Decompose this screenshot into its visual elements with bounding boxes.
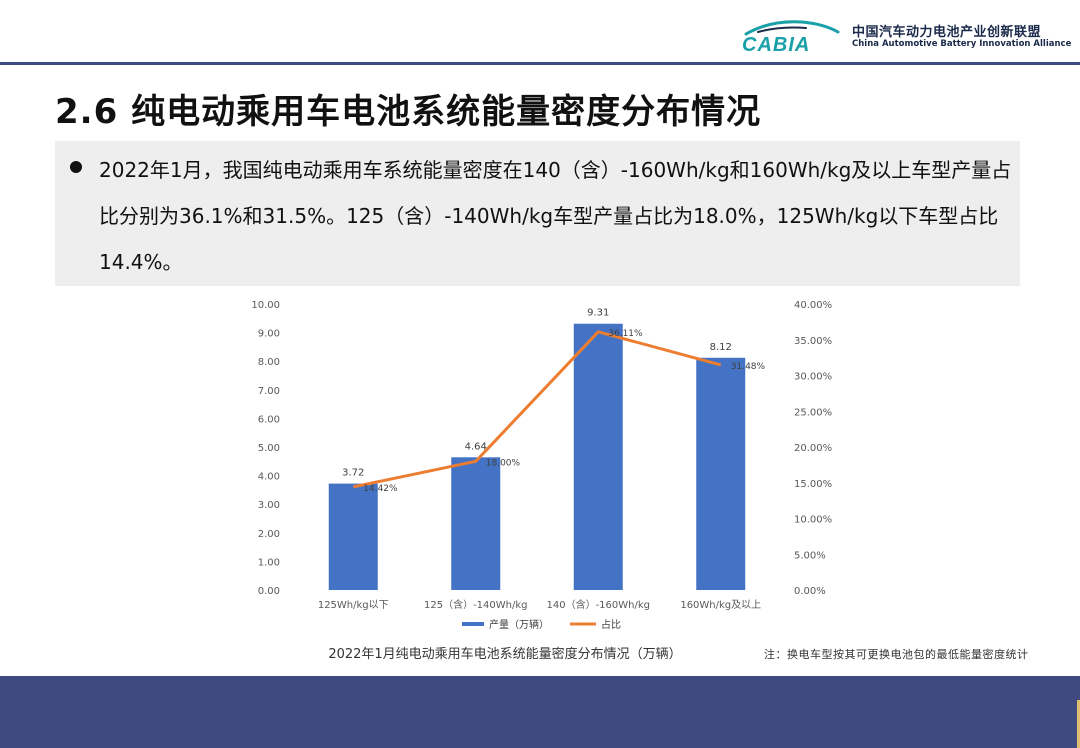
y-right-tick-label: 15.00% <box>794 479 832 490</box>
chart-title: 2022年1月纯电动乘用车电池系统能量密度分布情况（万辆） <box>328 646 681 662</box>
y-right-tick-label: 30.00% <box>794 372 832 383</box>
x-category-label: 125（含）-140Wh/kg <box>424 598 528 611</box>
y-left-tick-label: 0.00 <box>258 586 280 597</box>
share-line <box>352 330 722 489</box>
footnote: 注：换电车型按其可更换电池包的最低能量密度统计 <box>764 648 1029 661</box>
org-name-cn: 中国汽车动力电池产业创新联盟 <box>852 25 1042 40</box>
header-band: CABIA 中国汽车动力电池产业创新联盟 China Automotive Ba… <box>0 0 1080 62</box>
y-left-tick-label: 5.00 <box>258 443 280 454</box>
y-left-tick-label: 10.00 <box>251 300 280 311</box>
y-left-tick-label: 6.00 <box>258 414 280 425</box>
energy-density-chart: 0.00 1.00 2.00 3.00 4.00 5.00 6.00 7.00 8.00 9.00… <box>251 300 832 662</box>
y-right-tick-label: 0.00% <box>794 586 826 597</box>
y-left-tick-label: 4.00 <box>258 472 280 483</box>
slide-title: 2.6 纯电动乘用车电池系统能量密度分布情况 <box>55 92 762 132</box>
bar-value-label: 8.12 <box>710 342 732 353</box>
org-name-en: China Automotive Battery Innovation Alli… <box>852 39 1072 49</box>
bar <box>696 357 746 590</box>
logo-wordmark: CABIA <box>742 34 810 54</box>
y-left-tick-label: 1.00 <box>258 557 280 568</box>
line-value-label: 36.11% <box>608 329 643 339</box>
y-left-tick-label: 7.00 <box>258 386 280 397</box>
x-category-label: 160Wh/kg及以上 <box>680 599 761 611</box>
y-right-tick-label: 10.00% <box>794 515 832 526</box>
bullet-icon <box>70 161 82 173</box>
y-left-tick-label: 9.00 <box>258 329 280 340</box>
bar-value-label: 9.31 <box>587 308 609 319</box>
y-right-tick-label: 5.00% <box>794 550 826 561</box>
y-right-tick-label: 20.00% <box>794 443 832 454</box>
x-category-label: 125Wh/kg以下 <box>318 600 389 611</box>
bar-value-label: 3.72 <box>342 468 364 479</box>
x-category-label: 140（含）-160Wh/kg <box>546 598 650 611</box>
y-left-tick-label: 8.00 <box>258 357 280 368</box>
line-value-label: 31.48% <box>731 362 766 372</box>
summary-box: 2022年1月，我国纯电动乘用车系统能量密度在140（含）-160Wh/kg和1… <box>55 141 1020 286</box>
bar <box>451 457 501 590</box>
summary-text: 2022年1月，我国纯电动乘用车系统能量密度在140（含）-160Wh/kg和1… <box>99 158 1012 274</box>
cabia-logo: CABIA 中国汽车动力电池产业创新联盟 China Automotive Ba… <box>740 18 1071 54</box>
bar-value-label: 4.64 <box>465 441 487 452</box>
legend-line-label: 占比 <box>601 618 621 631</box>
bar <box>573 323 623 590</box>
bar <box>328 483 378 590</box>
y-right-tick-label: 35.00% <box>794 336 832 347</box>
y-right-tick-label: 25.00% <box>794 407 832 418</box>
y-left-tick-label: 3.00 <box>258 500 280 511</box>
footer-band <box>0 676 1080 748</box>
line-value-label: 14.42% <box>363 484 398 494</box>
line-value-label: 18.00% <box>486 458 521 468</box>
legend-bar-label: 产量（万辆） <box>489 618 549 631</box>
y-left-tick-label: 2.00 <box>258 529 280 540</box>
y-right-tick-label: 40.00% <box>794 300 832 311</box>
car-outline-icon: CABIA <box>742 20 840 54</box>
legend-bar-swatch <box>462 622 484 626</box>
corner-accent <box>1077 700 1080 748</box>
header-rule <box>0 62 1080 65</box>
